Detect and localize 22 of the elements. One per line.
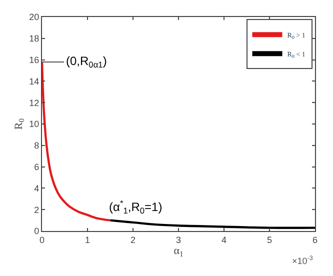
y-tick-label: 20 (29, 12, 40, 22)
y-tick-label: 16 (29, 54, 40, 65)
line-series (109, 219, 315, 229)
x-axis-title: α$_{1}$ (174, 245, 184, 258)
y-tick-label: 8 (34, 140, 40, 151)
y-tick-label: 0 (34, 226, 40, 236)
y-tick-label: 6 (34, 162, 40, 172)
annotation: (α$^{*}$$_{1}$,R$_{0}$=1) (109, 198, 162, 216)
x-tick-label: 2 (130, 234, 136, 245)
x-tick-label: 3 (176, 234, 182, 245)
x-tick-label: 1 (84, 234, 90, 245)
y-tick-label: 12 (29, 98, 40, 108)
x-tick-label: 6 (312, 234, 318, 245)
x-tick-label: 4 (221, 234, 227, 245)
y-tick-label: 2 (34, 204, 40, 215)
y-tick-label: 14 (29, 76, 40, 86)
text: ×10$^{-3}$ (292, 255, 314, 266)
y-tick-label: 4 (34, 183, 40, 194)
x-tick-label: 5 (266, 234, 272, 245)
y-tick-label: 18 (29, 34, 40, 44)
y-tick-label: 10 (29, 119, 40, 130)
annotation: (0,R$_{0α1}$) (66, 54, 107, 70)
